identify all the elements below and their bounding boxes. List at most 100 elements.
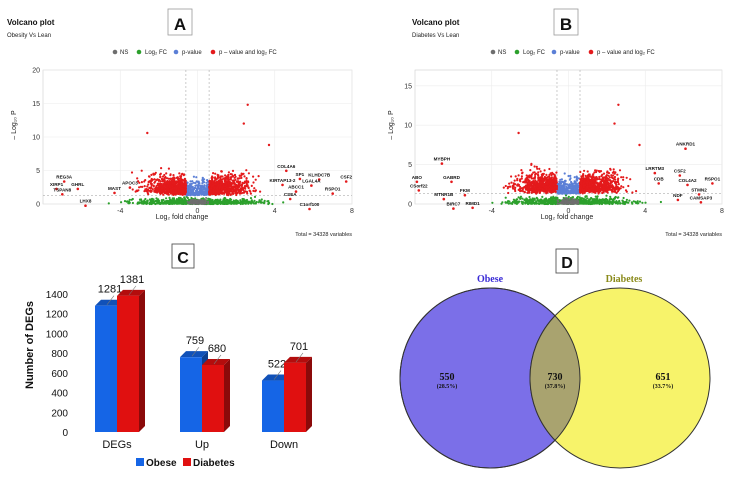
volcano-point (165, 197, 168, 200)
volcano-point (163, 183, 166, 186)
volcano-point (529, 184, 532, 187)
volcano-point (617, 181, 620, 184)
volcano-point (175, 200, 178, 203)
volcano-point (158, 202, 161, 205)
volcano-point (582, 190, 585, 193)
volcano-point (150, 177, 153, 181)
volcano-point (584, 199, 587, 202)
volcano-point (170, 179, 174, 182)
volcano-point (558, 188, 561, 191)
volcano-point (549, 179, 552, 182)
volcano-point (537, 179, 540, 182)
volcano-point (504, 196, 507, 199)
volcano-point (178, 172, 181, 175)
volcano-point (580, 199, 583, 202)
volcano-point (504, 184, 507, 188)
legend-log2fc-label: Log₂ FC (145, 50, 168, 56)
volcano-point (227, 173, 230, 176)
labeled-gene-point (344, 180, 348, 183)
volcano-point (561, 192, 564, 195)
volcano-point (511, 201, 514, 204)
volcano-point (622, 178, 625, 181)
volcano-point (242, 172, 245, 175)
volcano-point (556, 191, 559, 194)
volcano-point (231, 186, 234, 189)
volcano-point (630, 201, 634, 204)
volcano-point (245, 169, 248, 172)
volcano-point (625, 198, 629, 201)
volcano-point (598, 175, 601, 179)
volcano-point (221, 175, 224, 178)
volcano-point (184, 183, 187, 186)
volcano-point (160, 167, 163, 170)
volcano-point (596, 187, 599, 190)
volcano-point (216, 198, 219, 201)
y-tick-label: 15 (32, 101, 40, 108)
volcano-a-xlabel: Log₂ fold change (156, 214, 209, 221)
volcano-point (564, 180, 567, 183)
volcano-point (259, 201, 262, 204)
volcano-point (576, 195, 580, 198)
volcano-point (607, 201, 610, 204)
volcano-point (158, 178, 161, 182)
volcano-point (234, 183, 237, 186)
volcano-point (524, 188, 528, 191)
volcano-point (598, 178, 601, 181)
panel-b-label: B (560, 15, 572, 34)
volcano-point (618, 188, 621, 191)
volcano-point (208, 199, 211, 202)
volcano-point (247, 172, 250, 175)
volcano-point (168, 196, 171, 199)
volcano-point (598, 170, 601, 173)
volcano-point (621, 199, 624, 202)
volcano-point (217, 183, 220, 186)
volcano-point (191, 190, 194, 193)
volcano-point (225, 193, 229, 196)
volcano-point (585, 189, 588, 192)
labeled-gene-point (288, 197, 292, 201)
volcano-point (257, 175, 260, 178)
labeled-gene-point (281, 183, 284, 187)
volcano-point (156, 187, 159, 190)
volcano-point (612, 200, 615, 203)
gene-label: KIRTAP13-2 (270, 178, 296, 183)
volcano-point (532, 186, 536, 189)
volcano-point (240, 172, 243, 175)
volcano-point (140, 202, 144, 205)
volcano-point (526, 182, 529, 185)
y-tick-label: 5 (36, 168, 40, 175)
volcano-point (521, 202, 524, 205)
volcano-point (203, 191, 206, 194)
gene-label: MAST (108, 186, 121, 191)
volcano-point (172, 174, 175, 177)
volcano-point (529, 187, 532, 191)
volcano-point (597, 186, 600, 189)
volcano-point (178, 184, 181, 187)
volcano-point (223, 189, 226, 192)
volcano-point (237, 177, 240, 180)
volcano-point (282, 201, 285, 204)
volcano-point (570, 188, 573, 191)
volcano-point (579, 186, 582, 190)
volcano-point (554, 199, 557, 202)
volcano-point (622, 176, 625, 179)
volcano-point (219, 190, 222, 193)
volcano-point (520, 175, 524, 178)
volcano-point (214, 176, 217, 179)
volcano-point (211, 198, 214, 202)
legend-ns-label: NS (120, 50, 128, 56)
volcano-point (619, 202, 622, 205)
volcano-point (567, 174, 570, 178)
volcano-point (526, 191, 529, 194)
volcano-point (208, 193, 211, 196)
volcano-point (566, 198, 569, 201)
volcano-point (199, 187, 202, 190)
volcano-point (616, 196, 619, 199)
volcano-point (137, 180, 140, 183)
volcano-point (616, 202, 619, 205)
volcano-a-ylabel: – Log₁₀ P (11, 110, 18, 140)
volcano-point (201, 200, 204, 203)
volcano-point (257, 201, 260, 204)
x-tick-label: 8 (350, 208, 354, 215)
volcano-point (573, 201, 575, 204)
